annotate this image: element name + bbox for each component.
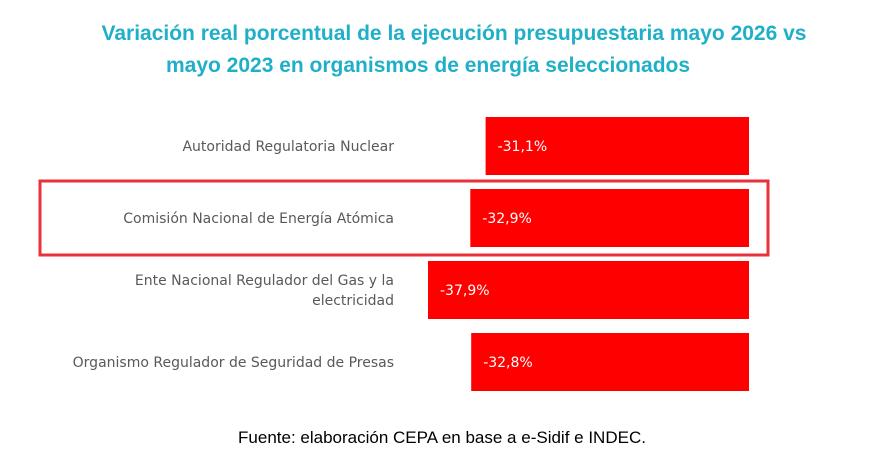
chart-title: Variación real porcentual de la ejecució…: [0, 18, 884, 82]
bar-data-label-4: -32,8%: [483, 355, 533, 371]
bar-data-label-1: -31,1%: [498, 139, 548, 155]
category-label-2: Comisión Nacional de Energía Atómica: [123, 211, 394, 227]
bar-1: [485, 117, 749, 175]
bars-layer: -31,1% Autoridad Regulatoria Nuclear -32,9…: [73, 117, 749, 391]
category-label-1: Autoridad Regulatoria Nuclear: [182, 139, 394, 155]
chart-title-line-2: mayo 2023 en organismos de energía selec…: [165, 54, 691, 77]
bar-4: [471, 333, 749, 391]
chart-title-line-1: Variación real porcentual de la ejecució…: [101, 22, 807, 45]
highlight-layer: [38, 179, 770, 257]
category-label-3-line-2: electricidad: [312, 293, 394, 309]
category-label-4: Organismo Regulador de Seguridad de Pres…: [73, 355, 394, 371]
highlight-box: [38, 179, 770, 257]
bar-data-label-3: -37,9%: [440, 283, 490, 299]
bar-data-label-2: -32,9%: [482, 211, 532, 227]
bar-3: [428, 261, 749, 319]
bar-2: [470, 189, 749, 247]
source-note: Fuente: elaboración CEPA en base a e-Sid…: [238, 428, 646, 447]
category-label-3-line-1: Ente Nacional Regulador del Gas y la: [135, 273, 394, 289]
